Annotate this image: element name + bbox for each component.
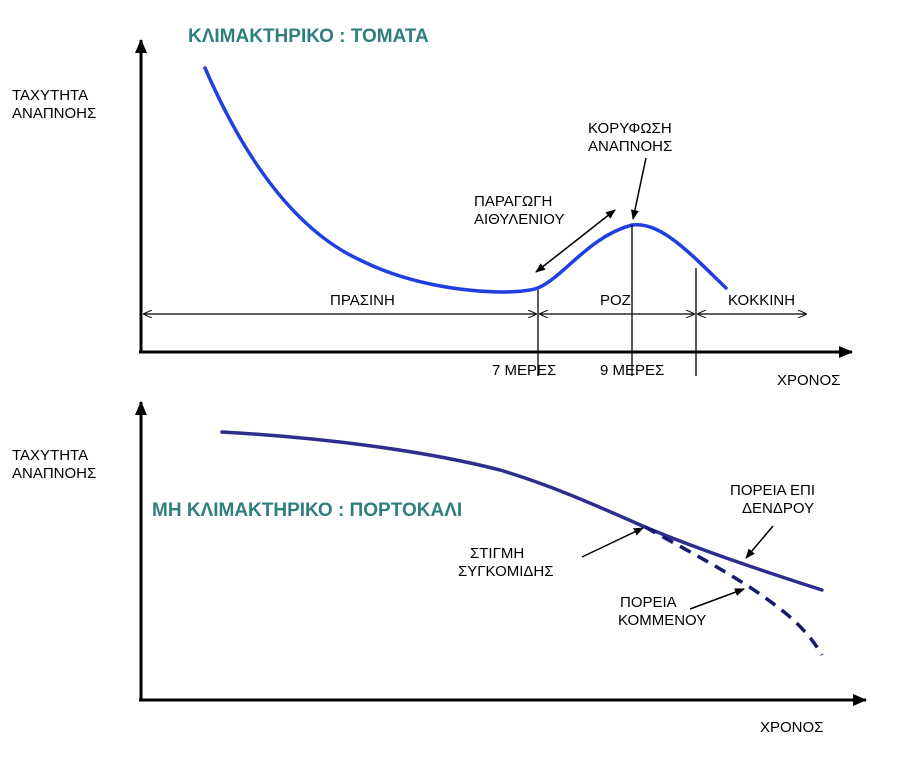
ethylene-annotation-line1: ΠΑΡΑΓΩΓΗ bbox=[474, 193, 552, 210]
bottom-y-label-line2: ΑΝΑΠΝΟΗΣ bbox=[12, 465, 96, 482]
cut-fruit-annotation-line1: ΠΟΡΕΙΑ bbox=[620, 594, 677, 611]
bottom-title: ΜΗ ΚΛΙΜΑΚΤΗΡΙΚΟ : ΠΟΡΤΟΚΑΛΙ bbox=[152, 500, 462, 521]
on-tree-annotation-line1: ΠΟΡΕΙΑ ΕΠΙ bbox=[730, 482, 815, 499]
ethylene-pointer-arrow-down bbox=[535, 242, 574, 273]
top-x-label: ΧΡΟΝΟΣ bbox=[777, 372, 840, 389]
top-title: ΚΛΙΜΑΚΤΗΡΙΚΟ : ΤΟΜΑΤΑ bbox=[188, 26, 429, 47]
on-tree-pointer-arrow bbox=[745, 525, 774, 559]
tomato-respiration-curve bbox=[203, 66, 728, 294]
tick-7-days: 7 ΜΕΡΕΣ bbox=[492, 362, 556, 379]
ethylene-annotation-line2: ΑΙΘΥΛΕΝΙΟΥ bbox=[474, 211, 564, 228]
stage-red-label: ΚΟΚΚΙΝΗ bbox=[728, 292, 795, 309]
stage-green-label: ΠΡΑΣΙΝΗ bbox=[330, 292, 395, 309]
bottom-y-label: ΤΑΧΥΤΗΤΑ ΑΝΑΠΝΟΗΣ bbox=[12, 447, 96, 482]
bottom-y-label-line1: ΤΑΧΥΤΗΤΑ bbox=[12, 447, 88, 464]
harvest-pointer-arrow bbox=[581, 527, 644, 558]
bottom-panel: ΤΑΧΥΤΗΤΑ ΑΝΑΠΝΟΗΣ ΧΡΟΝΟΣ ΜΗ ΚΛΙΜΑΚΤΗΡΙΚΟ… bbox=[12, 401, 867, 736]
top-panel: ΚΛΙΜΑΚΤΗΡΙΚΟ : ΤΟΜΑΤΑ ΤΑΧΥΤΗΤΑ ΑΝΑΠΝΟΗΣ … bbox=[12, 26, 853, 389]
ethylene-pointer-arrow bbox=[572, 209, 616, 244]
cut-fruit-pointer-arrow bbox=[689, 588, 745, 610]
stage-pink-label: ΡΟΖ bbox=[600, 292, 631, 309]
peak-annotation: ΚΟΡΥΦΩΣΗ ΑΝΑΠΝΟΗΣ bbox=[588, 120, 676, 155]
orange-cut-fruit-curve bbox=[644, 525, 824, 656]
bottom-x-label: ΧΡΟΝΟΣ bbox=[760, 719, 823, 736]
harvest-annotation: ΣΤΙΓΜΗ ΣΥΓΚΟΜΙΔΗΣ bbox=[458, 545, 554, 580]
harvest-annotation-line2: ΣΥΓΚΟΜΙΔΗΣ bbox=[458, 563, 554, 580]
ethylene-annotation: ΠΑΡΑΓΩΓΗ ΑΙΘΥΛΕΝΙΟΥ bbox=[474, 193, 564, 228]
tick-9-days: 9 ΜΕΡΕΣ bbox=[600, 362, 664, 379]
top-y-label: ΤΑΧΥΤΗΤΑ ΑΝΑΠΝΟΗΣ bbox=[12, 87, 96, 122]
top-y-label-line1: ΤΑΧΥΤΗΤΑ bbox=[12, 87, 88, 104]
orange-on-tree-curve bbox=[220, 430, 824, 592]
peak-annotation-line2: ΑΝΑΠΝΟΗΣ bbox=[588, 138, 672, 155]
top-y-label-line2: ΑΝΑΠΝΟΗΣ bbox=[12, 105, 96, 122]
peak-pointer-arrow bbox=[630, 157, 647, 220]
peak-annotation-line1: ΚΟΡΥΦΩΣΗ bbox=[588, 120, 672, 137]
cut-fruit-annotation-line2: ΚΟΜΜΕΝΟΥ bbox=[618, 612, 706, 629]
on-tree-annotation: ΠΟΡΕΙΑ ΕΠΙ ΔΕΝΔΡΟΥ bbox=[730, 482, 819, 517]
cut-fruit-annotation: ΠΟΡΕΙΑ ΚΟΜΜΕΝΟΥ bbox=[618, 594, 706, 629]
harvest-annotation-line1: ΣΤΙΓΜΗ bbox=[470, 545, 524, 562]
on-tree-annotation-line2: ΔΕΝΔΡΟΥ bbox=[742, 500, 814, 517]
